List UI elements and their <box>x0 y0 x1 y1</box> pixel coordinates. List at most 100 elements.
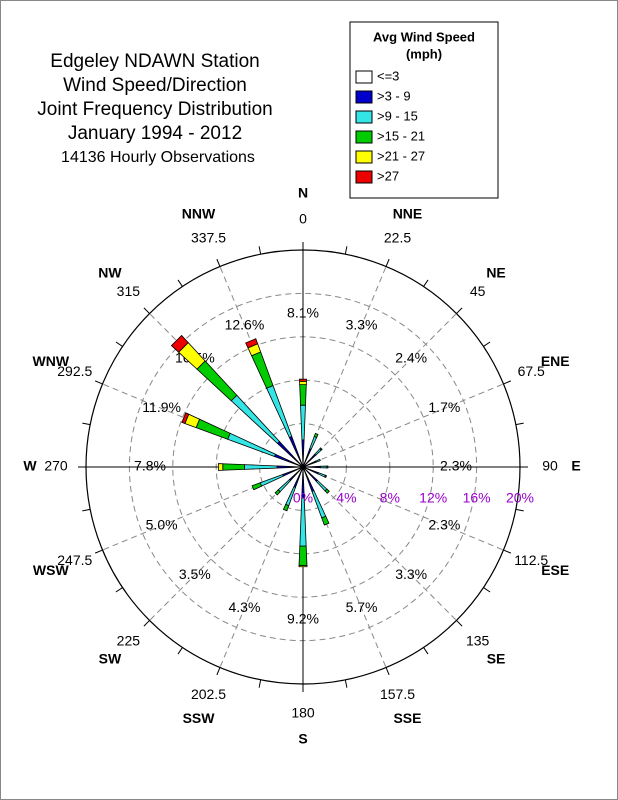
direction-name: WNW <box>33 353 70 369</box>
rim-tick <box>115 341 123 347</box>
wind-segment <box>299 378 307 382</box>
wind-segment <box>319 447 323 451</box>
rim-tick <box>385 258 390 267</box>
chart-title: January 1994 - 2012 <box>68 123 242 144</box>
direction-name: N <box>298 185 308 201</box>
wind-segment <box>324 488 330 494</box>
direction-name: SSW <box>183 710 216 726</box>
direction-angle: 180 <box>291 705 315 721</box>
wind-segment <box>313 432 319 438</box>
direction-total: 3.3% <box>346 316 378 332</box>
spoke <box>302 313 457 468</box>
wind-segment <box>299 384 307 406</box>
r-tick-label: 12% <box>419 490 447 506</box>
rim-tick <box>515 508 524 512</box>
rim-tick <box>483 587 491 593</box>
legend-box <box>349 21 499 199</box>
direction-name: ESE <box>541 562 569 578</box>
wind-segment <box>298 545 308 567</box>
direction-total: 12.6% <box>225 316 265 332</box>
direction-total: 5.0% <box>146 516 178 532</box>
wind-segment <box>302 465 321 469</box>
direction-total: 3.5% <box>179 566 211 582</box>
direction-angle: 112.5 <box>514 552 548 568</box>
legend-swatch <box>355 170 373 184</box>
legend-label: >9 - 15 <box>377 108 418 123</box>
direction-name: SE <box>487 651 506 667</box>
direction-name: NNE <box>393 205 423 221</box>
rim-tick <box>344 679 348 688</box>
rim-tick <box>216 667 221 676</box>
direction-name: W <box>23 458 37 474</box>
legend-label: >21 - 27 <box>377 148 425 163</box>
wind-segment <box>222 463 245 471</box>
wind-segment <box>251 482 263 491</box>
legend-title: (mph) <box>406 46 442 61</box>
direction-angle: 67.5 <box>518 363 545 379</box>
wind-segment <box>274 489 281 496</box>
spoke <box>302 266 387 468</box>
r-tick-label: 8% <box>380 490 400 506</box>
chart-title: Joint Frequency Distribution <box>37 99 273 120</box>
r-tick-label: 20% <box>506 490 534 506</box>
chart-title: Edgeley NDAWN Station <box>50 51 259 72</box>
r-tick-label: 16% <box>463 490 491 506</box>
direction-name: WSW <box>33 562 70 578</box>
spoke <box>102 383 304 468</box>
rim-tick <box>344 246 348 255</box>
spoke <box>302 466 457 621</box>
direction-angle: 337.5 <box>191 230 226 246</box>
legend-label: >3 - 9 <box>377 88 411 103</box>
direction-angle: 292.5 <box>57 363 92 379</box>
direction-angle: 135 <box>466 632 490 648</box>
spoke <box>302 383 504 468</box>
rim-tick <box>483 341 491 347</box>
direction-name: NE <box>486 265 505 281</box>
direction-angle: 225 <box>117 632 141 648</box>
legend-label: >15 - 21 <box>377 128 425 143</box>
direction-total: 7.8% <box>134 458 166 474</box>
direction-total: 11.9% <box>142 399 181 415</box>
direction-name: E <box>571 458 580 474</box>
rim-tick <box>515 422 524 426</box>
direction-name: NW <box>98 265 122 281</box>
direction-total: 8.1% <box>287 305 319 321</box>
direction-angle: 0 <box>299 211 307 227</box>
direction-angle: 202.5 <box>191 686 226 702</box>
direction-name: NNW <box>182 205 216 221</box>
legend-swatch <box>355 130 373 144</box>
legend-swatch <box>355 70 373 84</box>
rim-tick <box>216 258 221 267</box>
direction-name: S <box>298 731 307 747</box>
direction-angle: 270 <box>44 458 68 474</box>
spoke <box>219 466 304 668</box>
direction-total: 4.3% <box>228 599 260 615</box>
rim-tick <box>423 647 429 655</box>
wind-segment <box>299 380 307 386</box>
direction-name: ENE <box>541 353 570 369</box>
rim-tick <box>177 279 183 287</box>
legend-title: Avg Wind Speed <box>373 29 475 44</box>
direction-angle: 45 <box>470 283 486 299</box>
direction-angle: 247.5 <box>57 552 92 568</box>
direction-angle: 157.5 <box>380 686 415 702</box>
spoke <box>302 466 504 551</box>
spoke <box>219 266 304 468</box>
wind-segment <box>321 515 330 526</box>
legend-label: <=3 <box>377 68 399 83</box>
r-tick-label: 4% <box>336 490 356 506</box>
rim-tick <box>503 549 512 554</box>
wind-segment <box>181 412 190 425</box>
rim-tick <box>258 246 262 255</box>
direction-total: 1.7% <box>428 399 460 415</box>
direction-name: SSE <box>393 710 421 726</box>
legend-label: >27 <box>377 168 399 183</box>
wind-segment <box>298 565 308 568</box>
rim-tick <box>94 549 103 554</box>
rim-tick <box>82 508 91 512</box>
rim-tick <box>385 667 390 676</box>
wind-segment <box>315 458 321 463</box>
direction-total: 2.3% <box>428 516 460 532</box>
